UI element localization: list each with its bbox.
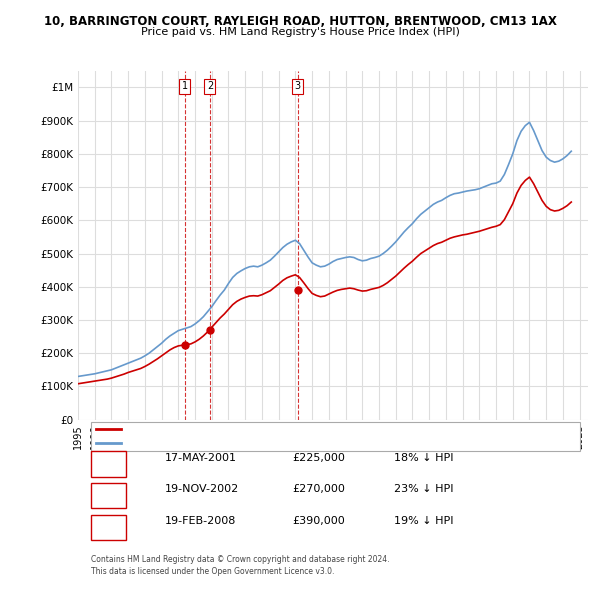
Text: 2: 2 (207, 81, 213, 91)
Text: 23% ↓ HPI: 23% ↓ HPI (394, 484, 454, 494)
Text: £270,000: £270,000 (292, 484, 345, 494)
Text: HPI: Average price, detached house, Brentwood: HPI: Average price, detached house, Bren… (127, 439, 343, 448)
Text: 1: 1 (104, 451, 113, 464)
Text: 10, BARRINGTON COURT, RAYLEIGH ROAD, HUTTON, BRENTWOOD, CM13 1AX: 10, BARRINGTON COURT, RAYLEIGH ROAD, HUT… (44, 15, 556, 28)
Text: £390,000: £390,000 (292, 516, 345, 526)
Text: 10, BARRINGTON COURT, RAYLEIGH ROAD, HUTTON, BRENTWOOD, CM13 1AX (detache: 10, BARRINGTON COURT, RAYLEIGH ROAD, HUT… (127, 425, 520, 434)
Text: £225,000: £225,000 (292, 453, 345, 463)
Text: 17-MAY-2001: 17-MAY-2001 (164, 453, 236, 463)
Text: 1: 1 (182, 81, 188, 91)
FancyBboxPatch shape (91, 451, 127, 477)
Text: 19-NOV-2002: 19-NOV-2002 (164, 484, 239, 494)
Text: 19% ↓ HPI: 19% ↓ HPI (394, 516, 454, 526)
Text: Contains HM Land Registry data © Crown copyright and database right 2024.: Contains HM Land Registry data © Crown c… (91, 555, 389, 563)
FancyBboxPatch shape (91, 514, 127, 540)
Text: 19-FEB-2008: 19-FEB-2008 (164, 516, 236, 526)
FancyBboxPatch shape (91, 422, 580, 451)
Text: This data is licensed under the Open Government Licence v3.0.: This data is licensed under the Open Gov… (91, 568, 334, 576)
Text: 3: 3 (104, 514, 113, 527)
Text: 3: 3 (295, 81, 301, 91)
FancyBboxPatch shape (91, 483, 127, 509)
Text: 18% ↓ HPI: 18% ↓ HPI (394, 453, 454, 463)
Text: Price paid vs. HM Land Registry's House Price Index (HPI): Price paid vs. HM Land Registry's House … (140, 27, 460, 37)
Text: 2: 2 (104, 483, 113, 496)
